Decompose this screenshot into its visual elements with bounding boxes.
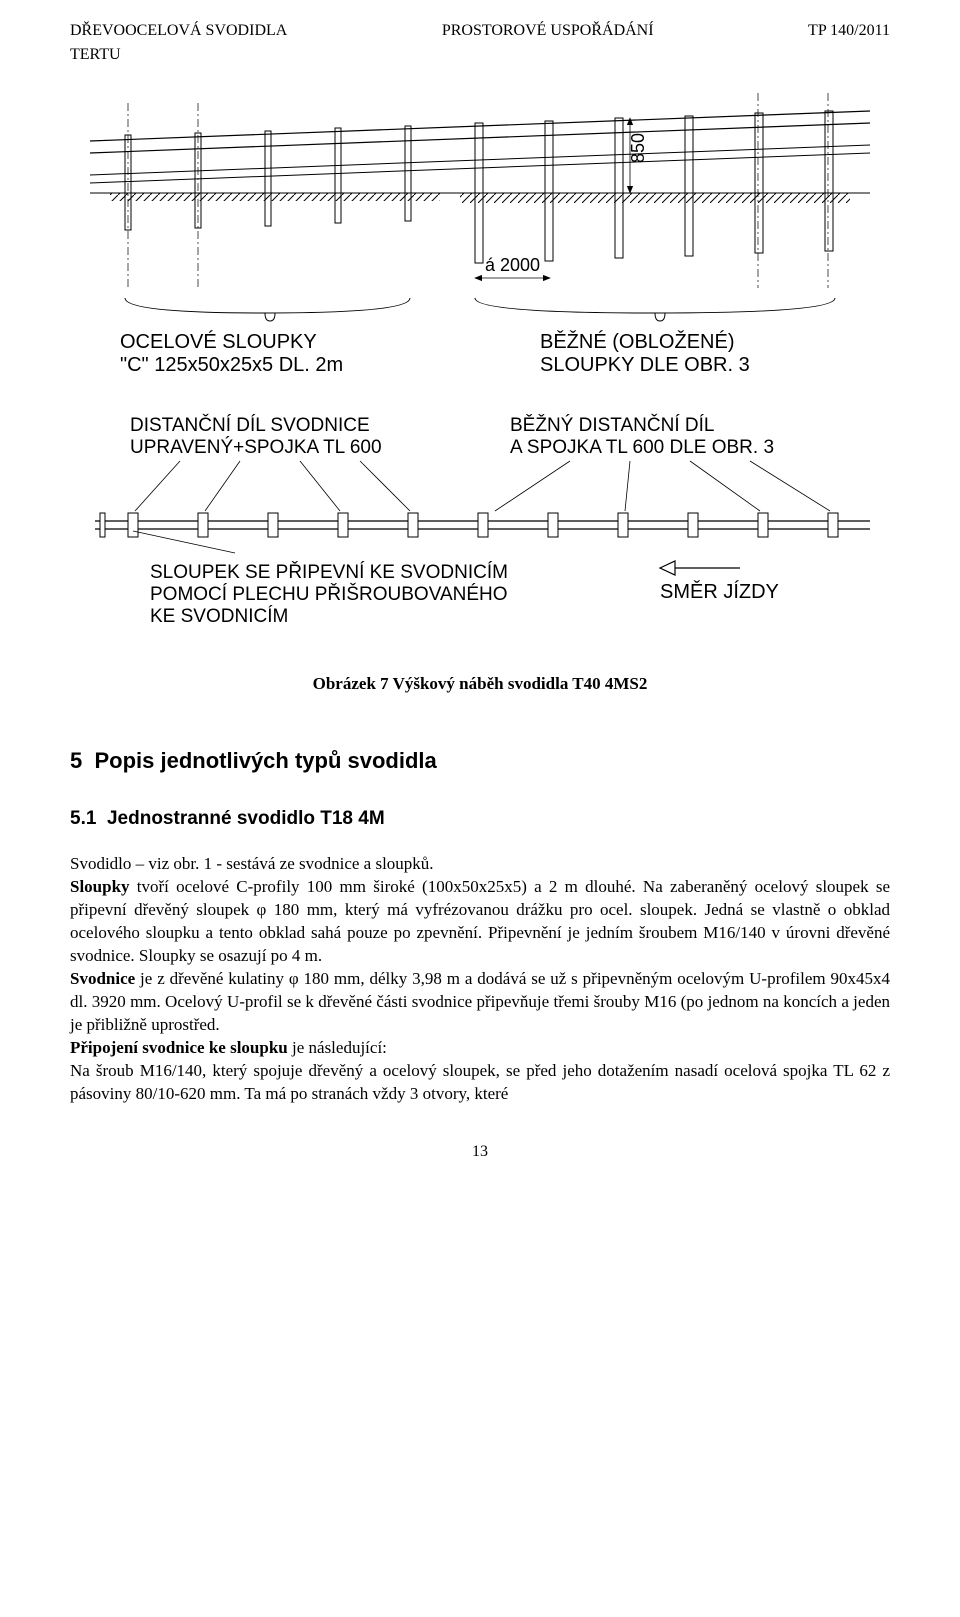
section-heading: 5 Popis jednotlivých typů svodidla xyxy=(70,746,890,776)
dim-a2000: á 2000 xyxy=(485,255,540,275)
body-p4-bold: Připojení svodnice ke sloupku xyxy=(70,1038,288,1057)
label-dist-2: UPRAVENÝ+SPOJKA TL 600 xyxy=(130,437,382,458)
label-smer-jizdy: SMĚR JÍZDY xyxy=(660,580,779,603)
body-p5: Na šroub M16/140, který spojuje dřevěný … xyxy=(70,1060,890,1106)
label-ocel-sloupky-2: "C" 125x50x25x5 DL. 2m xyxy=(120,354,343,376)
body-p1: Svodidlo – viz obr. 1 - sestává ze svodn… xyxy=(70,853,890,876)
body-p3-rest: je z dřevěné kulatiny φ 180 mm, délky 3,… xyxy=(70,969,890,1034)
header-left: DŘEVOOCELOVÁ SVODIDLA xyxy=(70,20,287,42)
page-header-row2: TERTU xyxy=(70,44,890,66)
body-p2: Sloupky tvoří ocelové C-profily 100 mm š… xyxy=(70,876,890,968)
subsection-number: 5.1 xyxy=(70,808,96,829)
body-p2-rest: tvoří ocelové C-profily 100 mm široké (1… xyxy=(70,877,890,965)
subsection-heading: 5.1 Jednostranné svodidlo T18 4M xyxy=(70,806,890,832)
body-p3-bold: Svodnice xyxy=(70,969,135,988)
page-number: 13 xyxy=(70,1141,890,1163)
label-bez-dist-2: A SPOJKA TL 600 DLE OBR. 3 xyxy=(510,437,774,458)
subsection-title: Jednostranné svodidlo T18 4M xyxy=(107,808,385,829)
label-sloupek-3: KE SVODNICÍM xyxy=(150,606,288,627)
diagram-svg: 850 á 2000 OCELOVÉ SLOUPKY "C" 125x50x25… xyxy=(70,83,890,643)
dim-850: 850 xyxy=(628,133,648,163)
body-p4: Připojení svodnice ke sloupku je následu… xyxy=(70,1037,890,1060)
body-p4-rest: je následující: xyxy=(288,1038,387,1057)
label-ocel-sloupky-1: OCELOVÉ SLOUPKY xyxy=(120,330,317,353)
label-bezne-2: SLOUPKY DLE OBR. 3 xyxy=(540,354,750,376)
technical-diagram: 850 á 2000 OCELOVÉ SLOUPKY "C" 125x50x25… xyxy=(70,83,890,643)
label-sloupek-1: SLOUPEK SE PŘIPEVNÍ KE SVODNICÍM xyxy=(150,561,508,583)
header-left2: TERTU xyxy=(70,46,121,63)
figure-caption: Obrázek 7 Výškový náběh svodidla T40 4MS… xyxy=(70,673,890,696)
body-p2-bold: Sloupky xyxy=(70,877,130,896)
label-bezne-1: BĚŽNÉ (OBLOŽENÉ) xyxy=(540,330,734,353)
body-p3: Svodnice je z dřevěné kulatiny φ 180 mm,… xyxy=(70,968,890,1037)
label-dist-1: DISTANČNÍ DÍL SVODNICE xyxy=(130,414,370,436)
label-bez-dist-1: BĚŽNÝ DISTANČNÍ DÍL xyxy=(510,414,714,436)
section-title: Popis jednotlivých typů svodidla xyxy=(94,748,436,773)
header-right: TP 140/2011 xyxy=(808,20,890,42)
section-number: 5 xyxy=(70,748,82,773)
label-sloupek-2: POMOCÍ PLECHU PŘIŠROUBOVANÉHO xyxy=(150,583,508,605)
page-header-row1: DŘEVOOCELOVÁ SVODIDLA PROSTOROVÉ USPOŘÁD… xyxy=(70,20,890,42)
header-center: PROSTOROVÉ USPOŘÁDÁNÍ xyxy=(442,20,654,42)
